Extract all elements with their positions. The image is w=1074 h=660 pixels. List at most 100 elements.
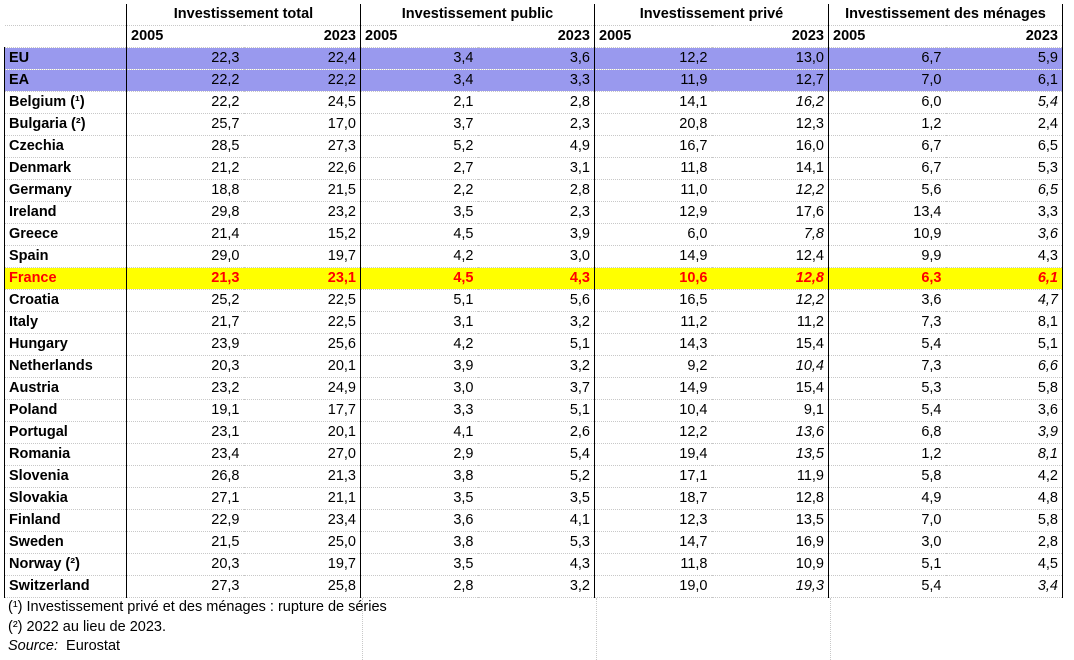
value-cell: 6,3 <box>828 267 946 290</box>
value-cell: 2,8 <box>360 575 478 598</box>
row-label: France <box>4 267 127 290</box>
value-cell: 25,0 <box>243 531 361 554</box>
value-cell: 22,3 <box>126 47 244 70</box>
value-cell: 3,7 <box>477 377 595 400</box>
value-cell: 13,5 <box>711 443 829 466</box>
year-header: 2023 <box>243 25 361 48</box>
value-cell: 3,8 <box>360 531 478 554</box>
table-row: Finland 22,9 23,4 3,6 4,1 12,3 13,5 7,0 5,8 <box>4 509 1063 532</box>
value-cell: 6,0 <box>594 223 712 246</box>
value-cell: 19,1 <box>126 399 244 422</box>
value-cell: 22,4 <box>243 47 361 70</box>
value-cell: 14,1 <box>711 157 829 180</box>
year-header: 2005 <box>594 25 712 48</box>
table-row: Sweden 21,5 25,0 3,8 5,3 14,7 16,9 3,0 2,8 <box>4 531 1063 554</box>
value-cell: 19,0 <box>594 575 712 598</box>
investment-table: Investissement total Investissement publ… <box>4 4 1063 598</box>
value-cell: 5,4 <box>945 91 1063 114</box>
value-cell: 5,9 <box>945 47 1063 70</box>
value-cell: 23,9 <box>126 333 244 356</box>
value-cell: 16,7 <box>594 135 712 158</box>
value-cell: 22,5 <box>243 289 361 312</box>
value-cell: 9,2 <box>594 355 712 378</box>
value-cell: 3,3 <box>360 399 478 422</box>
value-cell: 3,7 <box>360 113 478 136</box>
value-cell: 12,2 <box>711 289 829 312</box>
value-cell: 3,2 <box>477 311 595 334</box>
value-cell: 3,3 <box>945 201 1063 224</box>
value-cell: 11,2 <box>711 311 829 334</box>
value-cell: 24,9 <box>243 377 361 400</box>
value-cell: 4,5 <box>360 267 478 290</box>
row-label: EU <box>4 47 127 70</box>
value-cell: 3,0 <box>360 377 478 400</box>
grid-line <box>362 598 363 660</box>
value-cell: 23,4 <box>126 443 244 466</box>
row-label: Switzerland <box>4 575 127 598</box>
value-cell: 21,2 <box>126 157 244 180</box>
value-cell: 29,8 <box>126 201 244 224</box>
row-label: Czechia <box>4 135 127 158</box>
value-cell: 23,2 <box>126 377 244 400</box>
value-cell: 11,9 <box>594 69 712 92</box>
value-cell: 24,5 <box>243 91 361 114</box>
value-cell: 27,3 <box>126 575 244 598</box>
value-cell: 19,7 <box>243 245 361 268</box>
year-header: 2023 <box>711 25 829 48</box>
footnotes: (¹) Investissement privé et des ménages … <box>8 598 387 657</box>
value-cell: 10,4 <box>594 399 712 422</box>
grid-line <box>830 598 831 660</box>
year-header: 2005 <box>828 25 946 48</box>
value-cell: 13,4 <box>828 201 946 224</box>
value-cell: 3,4 <box>945 575 1063 598</box>
value-cell: 5,3 <box>828 377 946 400</box>
row-label: Italy <box>4 311 127 334</box>
value-cell: 6,8 <box>828 421 946 444</box>
value-cell: 5,8 <box>828 465 946 488</box>
value-cell: 10,4 <box>711 355 829 378</box>
value-cell: 20,1 <box>243 355 361 378</box>
value-cell: 14,9 <box>594 377 712 400</box>
table-row: Germany 18,8 21,5 2,2 2,8 11,0 12,2 5,6 6,5 <box>4 179 1063 202</box>
value-cell: 17,7 <box>243 399 361 422</box>
value-cell: 3,2 <box>477 355 595 378</box>
row-label: Finland <box>4 509 127 532</box>
value-cell: 27,0 <box>243 443 361 466</box>
value-cell: 7,0 <box>828 69 946 92</box>
value-cell: 12,9 <box>594 201 712 224</box>
value-cell: 5,6 <box>477 289 595 312</box>
table-row: Greece 21,4 15,2 4,5 3,9 6,0 7,8 10,9 3,6 <box>4 223 1063 246</box>
value-cell: 4,9 <box>828 487 946 510</box>
value-cell: 6,7 <box>828 157 946 180</box>
value-cell: 19,3 <box>711 575 829 598</box>
value-cell: 16,9 <box>711 531 829 554</box>
value-cell: 11,9 <box>711 465 829 488</box>
row-label: Sweden <box>4 531 127 554</box>
table-row: Switzerland 27,3 25,8 2,8 3,2 19,0 19,3 5,4 3,4 <box>4 575 1063 598</box>
value-cell: 12,2 <box>594 421 712 444</box>
value-cell: 23,4 <box>243 509 361 532</box>
value-cell: 6,5 <box>945 135 1063 158</box>
value-cell: 3,5 <box>360 553 478 576</box>
value-cell: 12,4 <box>711 245 829 268</box>
value-cell: 3,2 <box>477 575 595 598</box>
row-label: Croatia <box>4 289 127 312</box>
value-cell: 18,7 <box>594 487 712 510</box>
value-cell: 6,5 <box>945 179 1063 202</box>
row-label: Ireland <box>4 201 127 224</box>
value-cell: 22,2 <box>243 69 361 92</box>
table-row: Spain 29,0 19,7 4,2 3,0 14,9 12,4 9,9 4,3 <box>4 245 1063 268</box>
value-cell: 4,3 <box>477 267 595 290</box>
value-cell: 3,1 <box>477 157 595 180</box>
table-row: Denmark 21,2 22,6 2,7 3,1 11,8 14,1 6,7 5,3 <box>4 157 1063 180</box>
value-cell: 11,8 <box>594 157 712 180</box>
value-cell: 3,6 <box>945 399 1063 422</box>
value-cell: 10,6 <box>594 267 712 290</box>
footnote-1: (¹) Investissement privé et des ménages … <box>8 599 387 615</box>
row-label: Belgium (¹) <box>4 91 127 114</box>
value-cell: 17,0 <box>243 113 361 136</box>
row-label: Netherlands <box>4 355 127 378</box>
year-header: 2005 <box>360 25 478 48</box>
value-cell: 2,1 <box>360 91 478 114</box>
value-cell: 2,3 <box>477 201 595 224</box>
